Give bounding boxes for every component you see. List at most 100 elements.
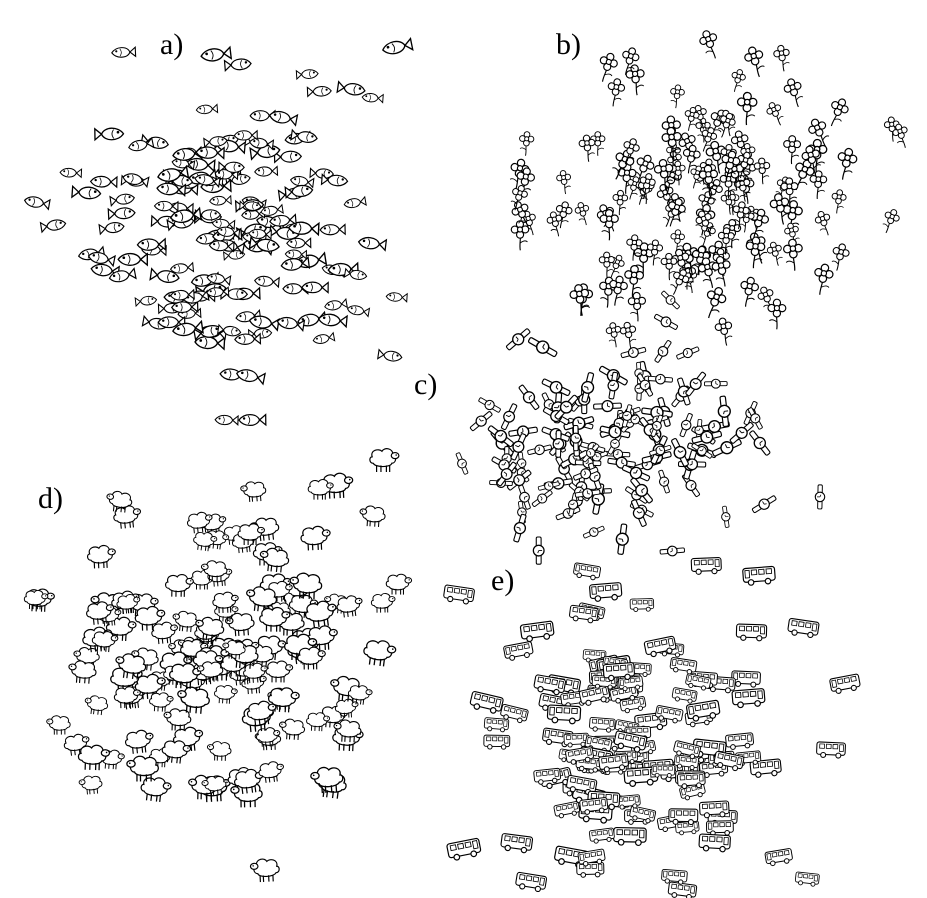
bus-icon — [576, 861, 605, 878]
bus-icon — [698, 833, 732, 853]
sheep-icon — [299, 525, 332, 552]
bus-icon — [572, 562, 602, 582]
flower-icon — [572, 200, 594, 228]
fish-icon — [323, 298, 348, 312]
bus-icon — [724, 732, 755, 751]
bus-icon — [519, 620, 556, 644]
flower-icon — [668, 83, 686, 110]
watch-icon — [619, 344, 648, 361]
sheep-icon — [369, 448, 400, 473]
fish-icon — [248, 313, 280, 332]
sheep-icon — [164, 573, 195, 598]
fish-icon — [111, 46, 137, 59]
bus-icon — [741, 565, 777, 587]
sheep-icon — [67, 659, 98, 685]
bus-icon — [764, 847, 794, 868]
bus-icon — [499, 832, 534, 855]
bus-icon — [514, 871, 548, 894]
flower-icon — [822, 95, 852, 131]
sheep-icon — [249, 857, 281, 884]
sheep-icon — [385, 573, 413, 596]
panel-label-c: c) — [414, 368, 438, 401]
flower-icon — [782, 237, 805, 273]
sheep-icon — [213, 684, 239, 705]
bus-icon — [629, 598, 655, 613]
watch-icon — [651, 338, 675, 365]
sheep-icon — [258, 546, 291, 574]
panel-label-d: d) — [38, 482, 63, 515]
watch-icon — [526, 441, 553, 458]
fish-icon — [301, 281, 329, 294]
flower-icon — [767, 298, 787, 330]
flower-icon — [772, 43, 793, 73]
sheep-icon — [206, 740, 232, 762]
fish-icon — [214, 414, 239, 426]
flower-icon — [627, 291, 647, 323]
bus-icon — [705, 820, 734, 837]
bus-icon — [612, 826, 647, 847]
flower-icon — [604, 76, 627, 109]
bus-icon — [502, 640, 535, 662]
fish-icon — [199, 46, 232, 63]
bus-cluster — [442, 556, 862, 898]
sheep-icon — [83, 694, 110, 717]
sheep-icon — [112, 504, 143, 530]
fish-icon — [343, 268, 368, 282]
bus-icon — [794, 871, 820, 888]
fish-icon — [317, 312, 348, 328]
fish-icon — [361, 92, 384, 104]
watch-icon — [749, 492, 779, 517]
bus-icon — [483, 717, 510, 733]
fish-icon — [121, 171, 150, 188]
fish-cluster — [23, 37, 414, 427]
bus-icon — [667, 881, 698, 898]
bus-icon — [578, 684, 612, 708]
fish-icon — [195, 103, 219, 115]
bus-icon — [445, 837, 483, 863]
fish-icon — [39, 217, 67, 233]
bus-icon — [735, 623, 768, 642]
fish-icon — [193, 335, 226, 351]
panel-label-b: b) — [556, 28, 581, 61]
fish-icon — [136, 238, 166, 252]
sheep-icon — [358, 504, 387, 528]
flower-icon — [782, 134, 802, 165]
fish-icon — [98, 220, 126, 235]
fish-icon — [71, 185, 102, 201]
watch-icon — [674, 343, 701, 363]
flower-cluster — [506, 27, 913, 350]
flower-icon — [753, 157, 772, 186]
sheep-icon — [78, 774, 104, 796]
flower-icon — [736, 91, 758, 127]
watch-icon — [814, 484, 826, 510]
bus-icon — [828, 673, 862, 696]
flower-icon — [624, 63, 647, 97]
watch-icon — [503, 325, 534, 354]
bus-icon — [588, 716, 616, 734]
sheep-icon — [239, 480, 268, 504]
watch-icon — [509, 512, 530, 544]
watch-icon — [647, 373, 674, 386]
watch-icon — [581, 523, 607, 541]
fish-icon — [295, 68, 319, 80]
bus-icon — [674, 820, 700, 836]
watch-icon — [525, 333, 560, 361]
flower-icon — [741, 44, 769, 80]
sheep-icon — [86, 544, 117, 570]
fish-icon — [311, 332, 336, 346]
fish-icon — [336, 80, 367, 97]
bus-icon — [786, 617, 820, 640]
watch-icon — [679, 471, 703, 500]
fish-icon — [346, 303, 371, 318]
watch-icon — [529, 487, 555, 510]
flower-icon — [765, 240, 786, 268]
fish-icon — [268, 109, 299, 127]
fish-icon — [253, 165, 279, 178]
fish-icon — [238, 413, 267, 427]
sheep-icon — [123, 728, 156, 756]
flower-icon — [810, 261, 836, 298]
bus-icon — [730, 670, 762, 688]
watch-icon — [515, 382, 543, 413]
flower-icon — [696, 27, 725, 62]
